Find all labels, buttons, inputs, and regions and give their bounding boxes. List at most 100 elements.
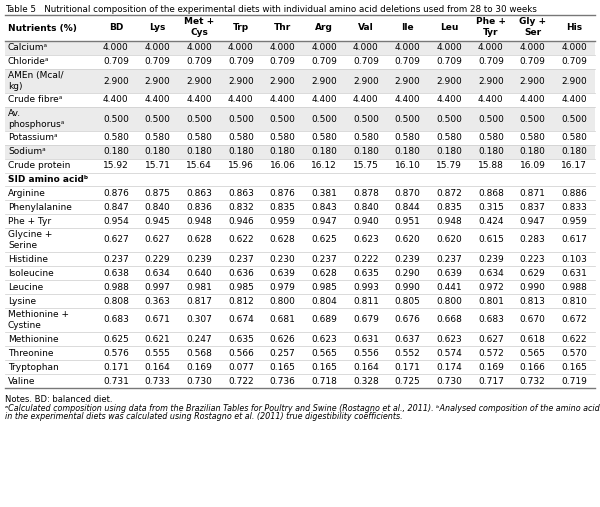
Text: 15.71: 15.71 xyxy=(145,162,170,170)
Text: 0.164: 0.164 xyxy=(145,363,170,372)
Text: 0.222: 0.222 xyxy=(353,255,379,264)
Text: 4.400: 4.400 xyxy=(520,95,545,104)
Text: 0.500: 0.500 xyxy=(436,115,462,124)
Text: 4.000: 4.000 xyxy=(478,44,504,53)
Text: 0.629: 0.629 xyxy=(520,269,545,277)
Text: 0.679: 0.679 xyxy=(353,315,379,324)
Text: 16.10: 16.10 xyxy=(395,162,421,170)
Text: 0.990: 0.990 xyxy=(395,282,421,292)
Text: 4.000: 4.000 xyxy=(311,44,337,53)
Text: 4.000: 4.000 xyxy=(145,44,170,53)
Text: Phe +
Tyr: Phe + Tyr xyxy=(476,17,506,37)
Text: 0.719: 0.719 xyxy=(561,377,587,385)
Text: 0.580: 0.580 xyxy=(311,133,337,142)
Text: 0.804: 0.804 xyxy=(311,297,337,306)
Text: Threonine: Threonine xyxy=(8,348,53,357)
Text: 0.709: 0.709 xyxy=(436,57,462,66)
Bar xyxy=(5,280,595,294)
Text: 0.621: 0.621 xyxy=(145,335,170,344)
Text: His: His xyxy=(566,22,582,31)
Bar xyxy=(5,55,595,69)
Text: 0.954: 0.954 xyxy=(103,216,129,226)
Text: 0.997: 0.997 xyxy=(145,282,170,292)
Text: Arginine: Arginine xyxy=(8,189,46,198)
Text: 0.635: 0.635 xyxy=(228,335,254,344)
Text: 2.900: 2.900 xyxy=(228,77,254,86)
Text: 4.000: 4.000 xyxy=(269,44,295,53)
Text: 0.180: 0.180 xyxy=(395,148,421,157)
Text: Sodiumᵃ: Sodiumᵃ xyxy=(8,148,46,157)
Text: 0.709: 0.709 xyxy=(311,57,337,66)
Text: 0.637: 0.637 xyxy=(395,335,421,344)
Bar xyxy=(5,41,595,55)
Text: 4.400: 4.400 xyxy=(228,95,254,104)
Text: 0.733: 0.733 xyxy=(145,377,170,385)
Text: 0.981: 0.981 xyxy=(186,282,212,292)
Text: Notes. BD: balanced diet.: Notes. BD: balanced diet. xyxy=(5,395,113,404)
Text: 0.836: 0.836 xyxy=(186,202,212,211)
Text: 0.878: 0.878 xyxy=(353,189,379,198)
Text: 0.730: 0.730 xyxy=(186,377,212,385)
Text: 0.580: 0.580 xyxy=(395,133,421,142)
Text: 0.671: 0.671 xyxy=(145,315,170,324)
Bar xyxy=(5,131,595,145)
Text: 0.817: 0.817 xyxy=(186,297,212,306)
Text: 0.709: 0.709 xyxy=(561,57,587,66)
Text: 0.580: 0.580 xyxy=(520,133,545,142)
Text: 0.812: 0.812 xyxy=(228,297,254,306)
Text: 0.623: 0.623 xyxy=(436,335,462,344)
Text: 0.500: 0.500 xyxy=(395,115,421,124)
Text: 0.628: 0.628 xyxy=(311,269,337,277)
Text: 0.565: 0.565 xyxy=(520,348,545,357)
Text: 0.180: 0.180 xyxy=(311,148,337,157)
Text: 0.840: 0.840 xyxy=(353,202,379,211)
Text: 0.627: 0.627 xyxy=(103,235,129,244)
Text: 0.620: 0.620 xyxy=(395,235,421,244)
Text: 0.230: 0.230 xyxy=(269,255,295,264)
Text: Leucine: Leucine xyxy=(8,282,43,292)
Text: 15.96: 15.96 xyxy=(228,162,254,170)
Bar xyxy=(5,308,595,332)
Text: 4.400: 4.400 xyxy=(187,95,212,104)
Text: 0.174: 0.174 xyxy=(436,363,462,372)
Text: 0.223: 0.223 xyxy=(520,255,545,264)
Text: 0.171: 0.171 xyxy=(395,363,421,372)
Text: 0.556: 0.556 xyxy=(353,348,379,357)
Text: 0.946: 0.946 xyxy=(228,216,254,226)
Text: BD: BD xyxy=(109,22,123,31)
Text: 0.237: 0.237 xyxy=(228,255,254,264)
Text: 2.900: 2.900 xyxy=(145,77,170,86)
Text: 0.580: 0.580 xyxy=(228,133,254,142)
Text: 0.580: 0.580 xyxy=(186,133,212,142)
Text: 15.88: 15.88 xyxy=(478,162,504,170)
Text: 15.64: 15.64 xyxy=(186,162,212,170)
Text: 0.832: 0.832 xyxy=(228,202,254,211)
Text: 0.725: 0.725 xyxy=(395,377,421,385)
Text: 0.635: 0.635 xyxy=(353,269,379,277)
Bar xyxy=(5,214,595,228)
Text: 0.237: 0.237 xyxy=(103,255,129,264)
Text: 0.810: 0.810 xyxy=(561,297,587,306)
Text: 0.625: 0.625 xyxy=(103,335,129,344)
Text: 4.000: 4.000 xyxy=(186,44,212,53)
Text: 2.900: 2.900 xyxy=(353,77,379,86)
Bar xyxy=(5,200,595,214)
Text: Thr: Thr xyxy=(274,22,291,31)
Text: 16.12: 16.12 xyxy=(311,162,337,170)
Text: 0.835: 0.835 xyxy=(436,202,462,211)
Bar xyxy=(5,69,595,93)
Bar xyxy=(5,145,595,159)
Text: 0.574: 0.574 xyxy=(436,348,462,357)
Text: 0.229: 0.229 xyxy=(145,255,170,264)
Text: Trp: Trp xyxy=(233,22,249,31)
Text: 0.800: 0.800 xyxy=(269,297,295,306)
Text: 0.732: 0.732 xyxy=(520,377,545,385)
Text: 0.618: 0.618 xyxy=(520,335,545,344)
Text: 0.237: 0.237 xyxy=(311,255,337,264)
Text: 0.709: 0.709 xyxy=(353,57,379,66)
Text: 0.988: 0.988 xyxy=(561,282,587,292)
Text: 4.000: 4.000 xyxy=(103,44,129,53)
Text: 2.900: 2.900 xyxy=(436,77,462,86)
Text: 0.572: 0.572 xyxy=(478,348,504,357)
Text: 0.180: 0.180 xyxy=(269,148,295,157)
